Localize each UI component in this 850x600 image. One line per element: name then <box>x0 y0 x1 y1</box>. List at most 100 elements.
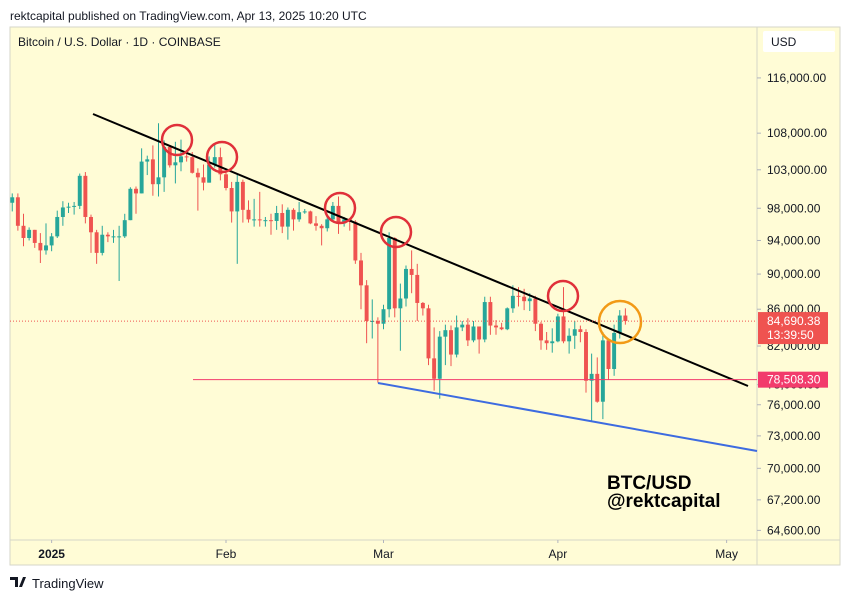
candle-body <box>89 216 93 233</box>
candle-body <box>561 316 566 342</box>
y-tick-label: 108,000.00 <box>767 126 827 140</box>
currency-box <box>763 31 835 52</box>
downtrend-line <box>92 113 749 387</box>
candle-body <box>353 221 358 261</box>
brand-logo: TradingView <box>10 576 104 591</box>
candle-body <box>66 206 71 208</box>
candle-body <box>32 229 37 243</box>
candle-body <box>409 268 414 275</box>
support-line <box>377 382 758 452</box>
circle <box>546 279 580 313</box>
circle <box>160 123 194 157</box>
candle-body <box>404 268 408 299</box>
candle-body <box>240 181 245 210</box>
candle-body <box>246 209 251 220</box>
candle-body <box>83 175 88 217</box>
candle-body <box>72 205 77 207</box>
candle-body <box>291 209 296 220</box>
candle-body <box>195 172 200 178</box>
candle-body <box>235 181 240 212</box>
candle-body <box>280 213 285 227</box>
candle-body <box>314 223 318 226</box>
candle-body <box>449 330 453 355</box>
candle-body <box>325 219 330 229</box>
candle-body <box>184 156 189 158</box>
countdown: 13:39:50 <box>767 328 814 342</box>
candle-body <box>426 308 431 359</box>
y-tick-label: 98,000.00 <box>767 201 821 215</box>
x-tick-label: May <box>715 547 738 561</box>
candle-body <box>27 229 32 239</box>
candle-body <box>606 340 611 369</box>
symbol-title: Bitcoin / U.S. Dollar · 1D · COINBASE <box>18 35 221 49</box>
y-tick-label: 103,000.00 <box>767 163 827 177</box>
candle-body <box>617 315 622 333</box>
candle-body <box>10 197 15 203</box>
candle-body <box>207 164 212 183</box>
candle-body <box>162 146 167 178</box>
candle-body <box>263 220 268 222</box>
candle-body <box>623 315 628 322</box>
candle-body <box>105 234 110 237</box>
candle-body <box>437 336 442 379</box>
candle-body <box>578 329 583 333</box>
candle-body <box>179 156 183 163</box>
candle-body <box>285 209 290 227</box>
candle-body <box>156 177 161 185</box>
y-tick-label: 76,000.00 <box>767 398 821 412</box>
candle-body <box>229 188 234 212</box>
candle-body <box>612 332 617 369</box>
candle-body <box>415 274 420 303</box>
candle-body <box>150 159 155 185</box>
circle <box>379 215 413 249</box>
candle-body <box>494 325 498 328</box>
candle-body <box>539 323 543 341</box>
brand: TradingView <box>32 576 104 591</box>
candle-body <box>516 295 521 297</box>
candle-body <box>308 211 313 224</box>
watermark: @rektcapital <box>607 491 721 512</box>
circle <box>205 140 239 174</box>
currency: USD <box>771 35 797 49</box>
candle-body <box>465 324 470 341</box>
candle-body <box>499 327 504 330</box>
candle-body <box>134 188 138 194</box>
candle-body <box>44 245 48 251</box>
chart-frame <box>9 26 841 566</box>
candle-body <box>117 236 122 238</box>
candle-body <box>55 216 60 237</box>
candle-body <box>420 302 425 309</box>
x-tick-label: 2025 <box>38 547 65 561</box>
candle-body <box>269 220 273 222</box>
candle-body <box>359 260 363 286</box>
candle-body <box>584 332 588 381</box>
circle <box>323 191 357 225</box>
candle-body <box>589 373 594 381</box>
candle-body <box>122 220 127 237</box>
candle-body <box>572 329 577 336</box>
candle-body <box>167 146 172 166</box>
x-tick-label: Feb <box>216 547 237 561</box>
candle-body <box>173 162 178 166</box>
level-label-box <box>758 371 828 388</box>
candle-body <box>190 157 195 173</box>
y-tick-label: 70,000.00 <box>767 461 821 475</box>
candle-body <box>49 236 54 246</box>
candle-body <box>477 326 482 340</box>
last-price-label: 84,690.38 <box>767 314 821 328</box>
candle-body <box>454 327 459 355</box>
y-tick-label: 64,600.00 <box>767 523 821 537</box>
header: rektcapital published on TradingView.com… <box>10 9 367 23</box>
candle-body <box>522 296 527 302</box>
candle-body <box>370 320 375 322</box>
candle-body <box>224 174 228 189</box>
y-tick-label: 116,000.00 <box>767 71 826 85</box>
y-tick-label: 90,000.00 <box>767 267 821 281</box>
candle-body <box>471 326 476 341</box>
last-price-box <box>758 312 828 345</box>
y-tick-label: 73,000.00 <box>767 429 821 443</box>
candle-body <box>510 295 515 309</box>
candle-body <box>201 177 206 183</box>
candle-body <box>392 238 397 309</box>
